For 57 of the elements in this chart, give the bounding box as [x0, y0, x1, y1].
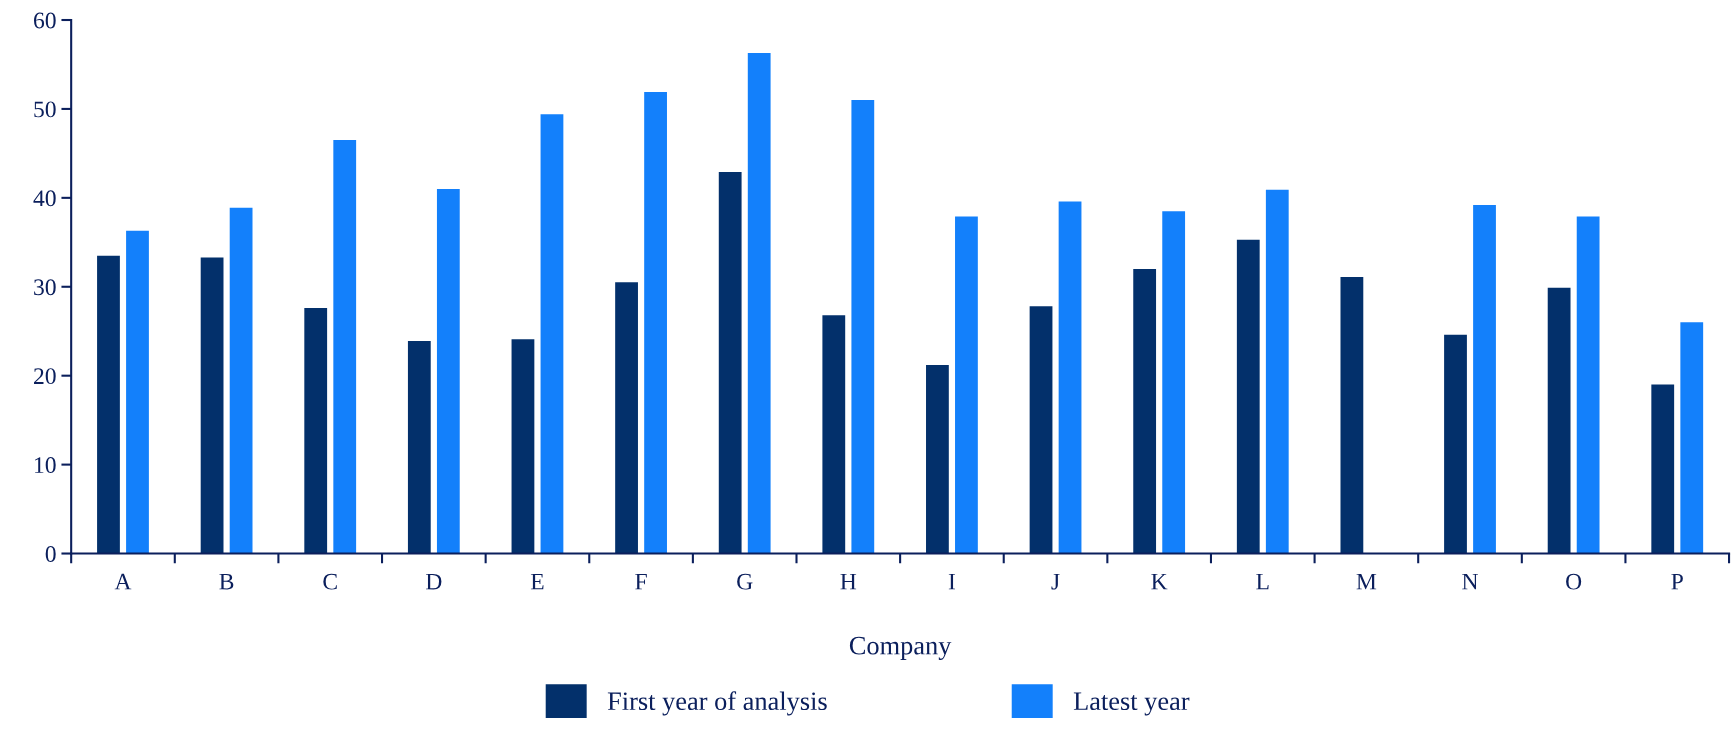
bar	[229, 207, 253, 554]
legend-label: Latest year	[1073, 692, 1190, 716]
x-tick-label: O	[1566, 573, 1582, 590]
bar	[747, 52, 771, 554]
bar	[644, 92, 667, 554]
x-tick-label: E	[530, 573, 544, 590]
bar	[1444, 334, 1467, 554]
bar	[1576, 216, 1600, 554]
bar	[1680, 322, 1704, 554]
bar	[615, 282, 638, 554]
bar	[511, 339, 535, 554]
bar	[126, 230, 149, 554]
x-tick-label: F	[635, 573, 647, 590]
bar	[1473, 204, 1496, 554]
bar	[1547, 287, 1571, 554]
x-axis-title: Company	[849, 636, 952, 660]
x-tick-label: D	[425, 573, 442, 590]
bar	[200, 257, 224, 554]
legend-label: First year of analysis	[607, 691, 827, 716]
x-tick-label: K	[1151, 573, 1168, 590]
bar	[851, 100, 875, 554]
bar	[304, 308, 328, 554]
bar	[1651, 384, 1675, 554]
bar	[1058, 201, 1082, 554]
bar	[407, 341, 431, 554]
bar	[436, 188, 460, 554]
y-tick-label: 50	[34, 101, 56, 118]
bar	[1236, 239, 1260, 554]
bar	[955, 216, 978, 554]
bar	[1162, 211, 1186, 554]
x-tick-label: H	[840, 573, 857, 590]
x-tick-label: L	[1256, 573, 1269, 590]
x-tick-label: B	[219, 573, 234, 590]
x-tick-label: I	[948, 573, 956, 590]
bar	[1133, 268, 1157, 554]
bar	[333, 140, 357, 554]
bar	[822, 315, 846, 554]
bar	[1265, 189, 1289, 554]
x-tick-label: J	[1051, 573, 1060, 590]
y-tick-label: 30	[34, 279, 56, 296]
bar	[926, 365, 949, 554]
x-tick-label: G	[737, 573, 753, 590]
bar	[1340, 276, 1364, 554]
x-tick-label: M	[1356, 573, 1377, 590]
bar	[718, 172, 742, 554]
bar	[540, 114, 564, 554]
y-tick-label: 60	[34, 12, 56, 29]
x-tick-label: P	[1671, 573, 1683, 590]
x-tick-label: A	[114, 573, 132, 590]
y-tick-label: 40	[33, 190, 56, 207]
y-tick-label: 20	[34, 368, 56, 385]
y-tick-label: 10	[35, 457, 56, 474]
x-tick-label: C	[323, 573, 337, 590]
y-tick-label: 0	[45, 546, 56, 562]
bar	[1029, 306, 1053, 554]
bar	[97, 255, 120, 554]
x-tick-label: N	[1462, 573, 1478, 590]
